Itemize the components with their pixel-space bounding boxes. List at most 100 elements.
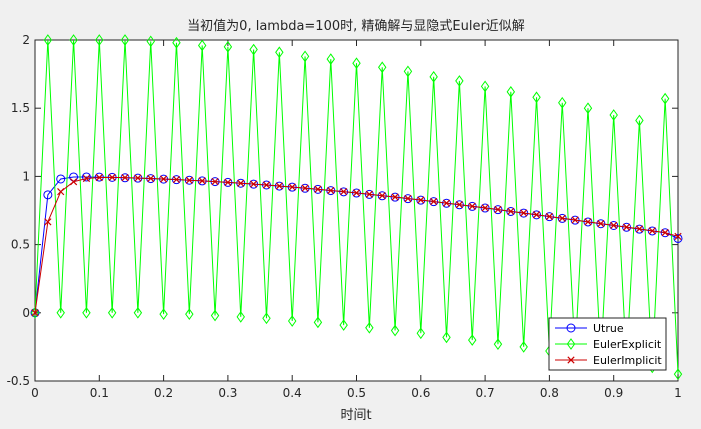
series-eulerexplicit <box>30 34 683 381</box>
x-tick-label: 0.1 <box>90 386 109 400</box>
legend-entry-utrue[interactable]: Utrue <box>555 322 624 335</box>
data-point-eulerexplicit <box>287 315 297 327</box>
data-point-eulerimplicit <box>185 176 193 184</box>
data-point-eulerexplicit <box>416 327 426 340</box>
data-point-eulerexplicit <box>532 91 541 104</box>
data-point-eulerimplicit <box>340 188 348 196</box>
data-point-eulerexplicit <box>56 306 65 319</box>
series-eulerimplicit <box>31 173 682 317</box>
data-point-utrue <box>81 172 91 182</box>
data-point-eulerimplicit <box>494 205 502 214</box>
data-point-eulerexplicit <box>365 321 374 334</box>
data-point-utrue <box>660 228 670 238</box>
data-point-eulerimplicit <box>31 309 39 317</box>
data-point-eulerexplicit <box>468 334 477 346</box>
data-point-eulerexplicit <box>236 311 245 323</box>
data-point-eulerimplicit <box>69 178 78 186</box>
data-point-eulerimplicit <box>442 199 451 207</box>
data-point-eulerexplicit <box>429 70 438 83</box>
data-point-eulerimplicit <box>532 211 541 219</box>
data-point-eulerexplicit <box>609 109 618 121</box>
x-tick-label: 0.2 <box>154 386 173 400</box>
data-point-eulerimplicit <box>211 177 219 186</box>
data-point-eulerimplicit <box>314 185 322 193</box>
data-point-eulerexplicit <box>172 36 181 49</box>
data-point-eulerexplicit <box>159 308 168 321</box>
data-point-eulerimplicit <box>545 212 554 221</box>
data-point-eulerimplicit <box>134 174 142 182</box>
data-point-eulerimplicit <box>391 193 399 201</box>
data-point-eulerimplicit <box>172 175 181 184</box>
data-point-eulerexplicit <box>558 96 567 109</box>
data-point-eulerexplicit <box>660 92 670 105</box>
data-point-eulerexplicit <box>455 75 464 87</box>
legend[interactable]: Utrue EulerExplicit EulerImplicit <box>548 317 667 371</box>
y-tick-label: 1.5 <box>11 101 30 115</box>
data-point-eulerexplicit <box>583 102 593 115</box>
data-point-eulerexplicit <box>480 80 490 93</box>
x-tick-label: 0.9 <box>604 386 623 400</box>
series-line-eulerexplicit <box>34 39 679 375</box>
data-point-eulerimplicit <box>648 227 656 235</box>
y-tick-label: 0.5 <box>11 238 30 252</box>
data-point-eulerimplicit <box>147 174 155 183</box>
data-point-eulerexplicit <box>506 85 516 98</box>
data-point-eulerimplicit <box>430 197 438 206</box>
data-point-eulerexplicit <box>493 338 503 351</box>
data-point-eulerexplicit <box>133 306 143 319</box>
data-point-eulerimplicit <box>417 196 425 204</box>
legend-entry-eulerimplicit[interactable]: EulerImplicit <box>555 354 662 367</box>
chart-title: 当初值为0, lambda=100时, 精确解与显隐式Euler近似解 <box>187 18 525 34</box>
data-point-eulerimplicit <box>44 218 52 226</box>
data-point-eulerexplicit <box>223 40 233 53</box>
data-point-eulerimplicit <box>455 201 464 209</box>
x-tick-label: 1 <box>674 386 682 400</box>
data-point-eulerexplicit <box>339 319 348 331</box>
data-point-eulerimplicit <box>352 189 361 197</box>
data-point-eulerexplicit <box>210 309 220 322</box>
data-point-eulerexplicit <box>95 34 104 46</box>
series-group <box>30 34 683 381</box>
data-point-eulerexplicit <box>519 341 528 353</box>
data-point-eulerimplicit <box>57 188 65 196</box>
legend-marker <box>566 338 576 350</box>
data-point-eulerexplicit <box>82 306 91 319</box>
data-point-eulerimplicit <box>610 221 618 229</box>
x-tick-label: 0.8 <box>540 386 559 400</box>
data-point-eulerexplicit <box>352 57 361 70</box>
data-point-eulerexplicit <box>275 46 284 59</box>
x-tick-label: 0.5 <box>347 386 366 400</box>
data-point-eulerimplicit <box>301 184 309 192</box>
data-point-eulerimplicit <box>159 175 168 183</box>
data-point-eulerimplicit <box>249 180 258 188</box>
data-point-eulerexplicit <box>107 306 117 319</box>
data-point-eulerimplicit <box>661 228 669 237</box>
x-tick-label: 0.4 <box>283 386 302 400</box>
data-point-eulerexplicit <box>146 35 155 48</box>
legend-label: EulerImplicit <box>593 354 662 367</box>
data-point-eulerexplicit <box>43 34 53 46</box>
data-point-eulerexplicit <box>69 34 78 46</box>
data-point-eulerimplicit <box>121 174 129 182</box>
data-point-eulerexplicit <box>378 61 387 74</box>
data-point-eulerimplicit <box>327 186 335 195</box>
data-point-eulerimplicit <box>224 178 232 187</box>
data-point-utrue <box>56 174 66 184</box>
legend-entry-eulerexplicit[interactable]: EulerExplicit <box>555 338 662 351</box>
data-point-eulerimplicit <box>520 209 528 217</box>
data-point-eulerimplicit <box>198 177 206 185</box>
data-point-eulerexplicit <box>262 312 271 325</box>
data-point-eulerexplicit <box>249 43 258 56</box>
x-tick-label: 0.3 <box>218 386 237 400</box>
data-point-eulerimplicit <box>404 194 412 203</box>
x-tick-label: 0 <box>31 386 39 400</box>
data-point-eulerexplicit <box>185 308 194 321</box>
data-point-eulerimplicit <box>571 216 579 224</box>
legend-label: Utrue <box>593 322 624 335</box>
data-point-eulerimplicit <box>481 204 489 212</box>
data-point-eulerimplicit <box>108 173 116 181</box>
x-tick-label: 0.6 <box>411 386 430 400</box>
x-axis-label: 时间t <box>340 408 371 423</box>
data-point-eulerimplicit <box>237 179 245 187</box>
